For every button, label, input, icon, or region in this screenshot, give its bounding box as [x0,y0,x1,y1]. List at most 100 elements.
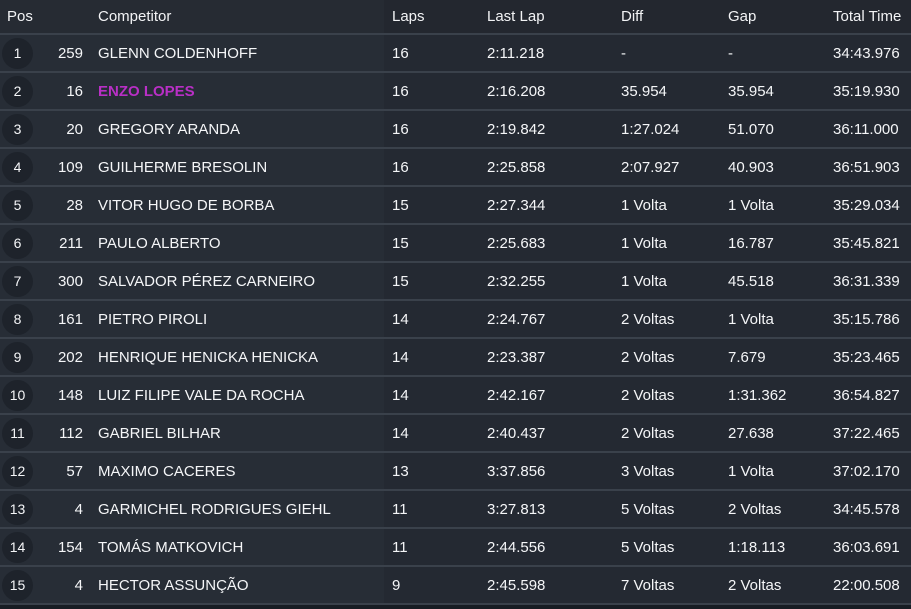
competitor-name: GARMICHEL RODRIGUES GIEHL [98,500,331,518]
result-row-11[interactable]: 11 112 GABRIEL BILHAR 14 2:40.437 2 Voltas 27.… [0,413,911,451]
laps-cell: 16 [384,111,479,147]
laps-cell: 16 [384,35,479,71]
total-time-cell: 37:22.465 [826,415,911,451]
total-time-cell: 36:31.339 [826,263,911,299]
total-time-cell: 36:03.691 [826,529,911,565]
result-row-6[interactable]: 6 211 PAULO ALBERTO 15 2:25.683 1 Volta 16.787… [0,223,911,261]
pos-cell: 13 [0,491,45,527]
position-badge: 3 [2,113,33,145]
laps-cell: 14 [384,301,479,337]
diff-cell: - [613,35,720,71]
position-number: 1 [13,45,22,61]
position-number: 2 [13,83,22,99]
position-badge: 13 [2,493,33,525]
result-row-12[interactable]: 12 57 MAXIMO CACERES 13 3:37.856 3 Voltas 1 Vo… [0,451,911,489]
competitor-name: MAXIMO CACERES [98,462,236,480]
laps-cell: 14 [384,339,479,375]
total-time-cell: 22:00.508 [826,567,911,603]
col-header-pos: Pos [0,0,83,33]
laps-cell: 14 [384,377,479,413]
position-badge: 2 [2,75,33,107]
total-time-cell: 35:19.930 [826,73,911,109]
position-badge: 12 [2,455,33,487]
position-number: 15 [9,577,26,593]
competitor-number: 211 [59,234,83,252]
position-number: 10 [9,387,26,403]
laps-cell: 16 [384,73,479,109]
result-row-9[interactable]: 9 202 HENRIQUE HENICKA HENICKA 14 2:23.387 2 … [0,337,911,375]
position-badge: 4 [2,151,33,183]
result-row-3[interactable]: 3 20 GREGORY ARANDA 16 2:19.842 1:27.024 51.07… [0,109,911,147]
pos-cell: 15 [0,567,45,603]
competitor-name: GREGORY ARANDA [98,120,240,138]
diff-cell: 2 Voltas [613,415,720,451]
laps-cell: 15 [384,225,479,261]
diff-cell: 3 Voltas [613,453,720,489]
result-row-1[interactable]: 1 259 GLENN COLDENHOFF 16 2:11.218- -34:43.97… [0,33,911,71]
gap-cell: 45.518 [720,263,826,299]
total-time-cell: 37:02.170 [826,453,911,489]
competitor-name: PAULO ALBERTO [98,234,221,252]
diff-cell: 2 Voltas [613,301,720,337]
gap-cell: 1:31.362 [720,377,826,413]
gap-cell: 27.638 [720,415,826,451]
gap-cell: 2 Voltas [720,567,826,603]
position-badge: 11 [2,417,33,449]
last-lap-cell: 2:45.598 [479,567,613,603]
col-header-laps: Laps [384,0,479,33]
result-row-8[interactable]: 8 161 PIETRO PIROLI 14 2:24.767 2 Voltas 1 Vol… [0,299,911,337]
result-row-4[interactable]: 4 109 GUILHERME BRESOLIN 16 2:25.858 2:07.927… [0,147,911,185]
pos-cell: 9 [0,339,45,375]
pos-cell: 2 [0,73,45,109]
result-row-2[interactable]: 2 16 ENZO LOPES 16 2:16.208 35.954 35.954 35:19… [0,71,911,109]
gap-cell: 40.903 [720,149,826,185]
last-lap-cell: 2:42.167 [479,377,613,413]
competitor-number: 161 [57,310,83,328]
laps-cell: 15 [384,187,479,223]
laps-cell: 16 [384,149,479,185]
last-lap-cell: 2:44.556 [479,529,613,565]
gap-cell: 2 Voltas [720,491,826,527]
diff-cell: 7 Voltas [613,567,720,603]
competitor-name: HECTOR ASSUNÇÃO [98,576,249,594]
competitor-name: SALVADOR PÉREZ CARNEIRO [98,272,315,290]
gap-cell: 51.070 [720,111,826,147]
gap-cell: - [720,35,826,71]
col-header-gap-label: Gap [728,8,757,25]
pos-cell: 1 [0,35,45,71]
diff-cell: 2 Voltas [613,339,720,375]
position-badge: 15 [2,569,33,601]
position-badge: 8 [2,303,33,335]
gap-cell: 35.954 [720,73,826,109]
gap-cell: 16.787 [720,225,826,261]
gap-cell: 1 Volta [720,301,826,337]
last-lap-cell: 2:25.858 [479,149,613,185]
result-row-14[interactable]: 14 154 TOMÁS MATKOVICH 11 2:44.556 5 Voltas 1:… [0,527,911,565]
pos-cell: 5 [0,187,45,223]
result-row-13[interactable]: 13 4 GARMICHEL RODRIGUES GIEHL 11 3:27.813 5 … [0,489,911,527]
position-number: 12 [9,463,26,479]
pos-cell: 6 [0,225,45,261]
competitor-name: GLENN COLDENHOFF [98,44,258,62]
result-row-7[interactable]: 7 300 SALVADOR PÉREZ CARNEIRO 15 2:32.255 1 V… [0,261,911,299]
diff-cell: 1 Volta [613,225,720,261]
last-lap-cell: 3:37.856 [479,453,613,489]
position-number: 9 [13,349,22,365]
position-badge: 1 [2,37,33,69]
competitor-number: 16 [66,82,83,100]
diff-cell: 5 Voltas [613,491,720,527]
result-row-5[interactable]: 5 28 VITOR HUGO DE BORBA 15 2:27.344 1 Volta 1… [0,185,911,223]
laps-cell: 11 [384,529,479,565]
result-row-15[interactable]: 15 4 HECTOR ASSUNÇÃO 9 2:45.598 7 Voltas 2 Vol… [0,565,911,603]
competitor-name: VITOR HUGO DE BORBA [98,196,275,214]
result-row-10[interactable]: 10 148 LUIZ FILIPE VALE DA ROCHA 14 2:42.167… [0,375,911,413]
competitor-name: PIETRO PIROLI [98,310,208,328]
competitor-number: 112 [59,424,83,442]
last-lap-cell: 2:32.255 [479,263,613,299]
total-time-cell: 36:54.827 [826,377,911,413]
gap-cell: 1 Volta [720,187,826,223]
pos-cell: 8 [0,301,45,337]
competitor-name: LUIZ FILIPE VALE DA ROCHA [98,386,305,404]
last-lap-cell: 2:23.387 [479,339,613,375]
